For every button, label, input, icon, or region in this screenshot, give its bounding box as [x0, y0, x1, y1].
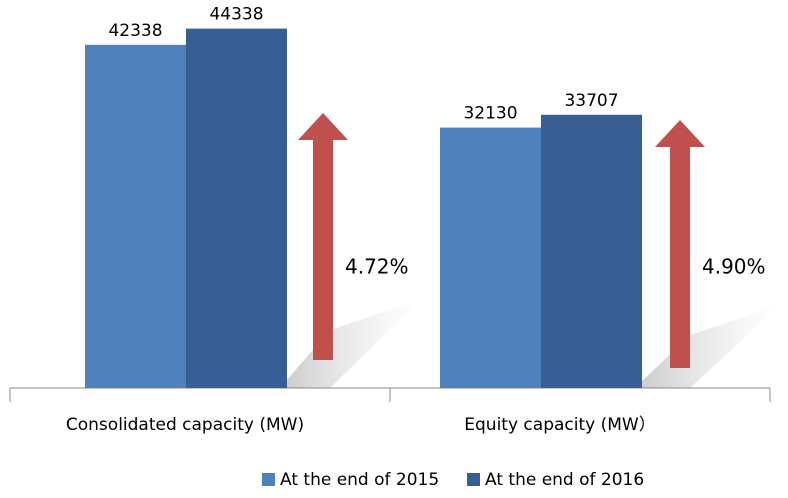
legend-label: At the end of 2015 [280, 470, 439, 490]
legend-swatch [262, 473, 275, 486]
data-label: 44338 [209, 5, 263, 25]
data-label: 32130 [463, 104, 517, 124]
annotation: 4.72% [345, 255, 409, 279]
growth-arrow [655, 120, 705, 368]
shadow [635, 305, 780, 388]
annotation: 4.90% [702, 255, 766, 279]
x-tick-label: Consolidated capacity (MW) [66, 415, 304, 435]
bar [186, 28, 287, 389]
legend-swatch [467, 473, 480, 486]
legend-label: At the end of 2016 [485, 470, 644, 490]
data-label: 42338 [108, 21, 162, 41]
shadow [280, 300, 420, 388]
x-tick-label: Equity capacity (MW） [464, 415, 655, 435]
growth-arrow [298, 113, 348, 360]
bar [440, 127, 541, 389]
bar [541, 114, 642, 388]
bar [85, 44, 186, 389]
data-label: 33707 [564, 91, 618, 111]
